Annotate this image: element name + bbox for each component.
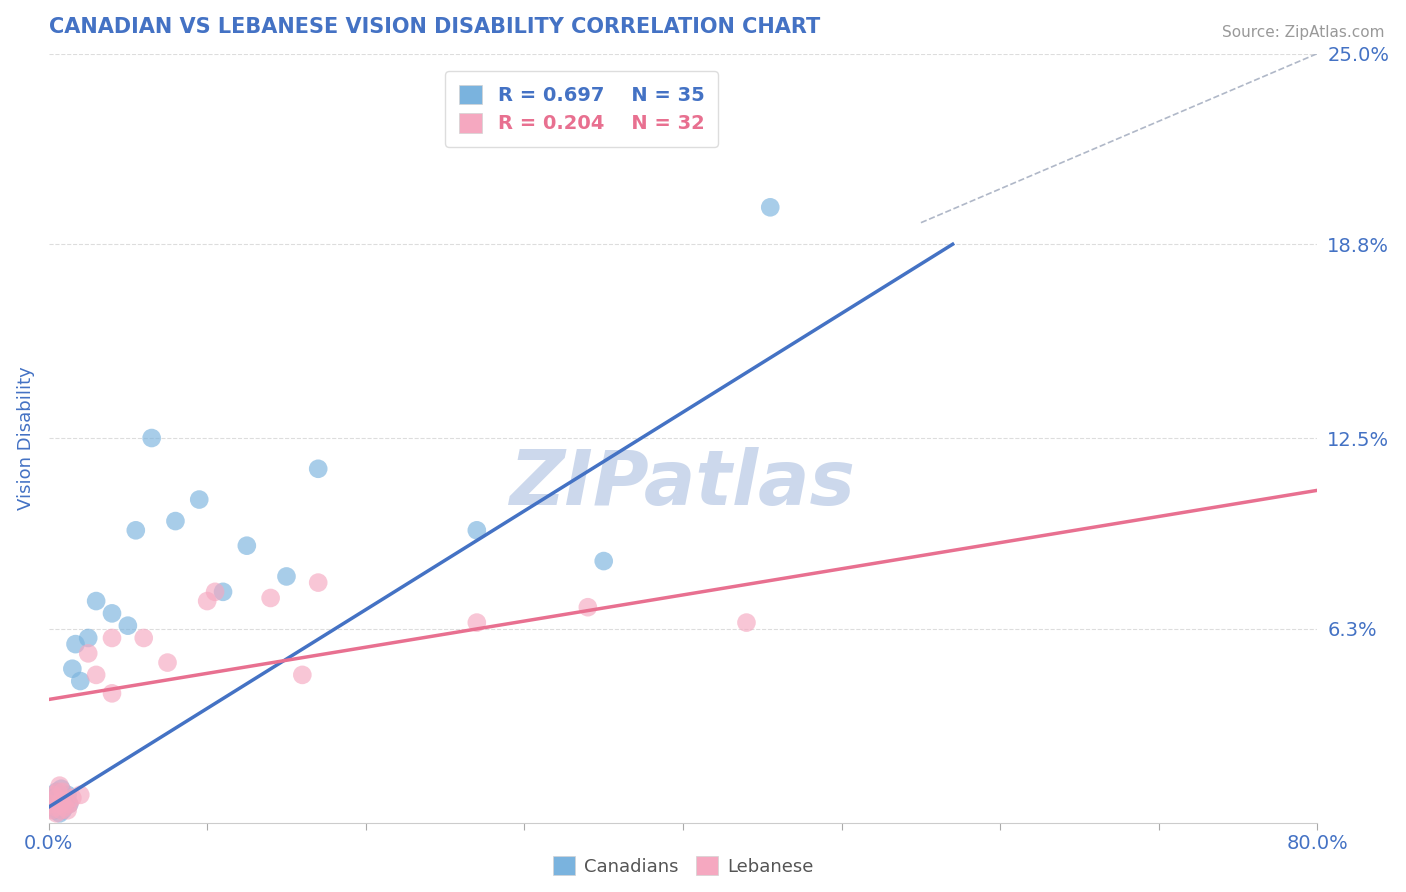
- Point: [58, 797, 80, 811]
- Point: [53, 791, 76, 805]
- Point: [84, 594, 107, 608]
- Point: [53, 800, 76, 814]
- Point: [141, 431, 163, 445]
- Point: [125, 524, 148, 538]
- Point: [465, 615, 488, 630]
- Text: ZIPatlas: ZIPatlas: [510, 447, 856, 521]
- Point: [46, 800, 69, 814]
- Point: [759, 200, 782, 214]
- Point: [69, 788, 91, 802]
- Point: [307, 575, 329, 590]
- Point: [56, 788, 79, 802]
- Point: [117, 618, 139, 632]
- Point: [291, 668, 314, 682]
- Point: [45, 797, 67, 811]
- Point: [101, 607, 124, 621]
- Point: [156, 656, 179, 670]
- Point: [101, 631, 124, 645]
- Point: [52, 785, 75, 799]
- Point: [55, 794, 77, 808]
- Point: [48, 806, 70, 821]
- Point: [56, 803, 79, 817]
- Point: [65, 637, 87, 651]
- Text: CANADIAN VS LEBANESE VISION DISABILITY CORRELATION CHART: CANADIAN VS LEBANESE VISION DISABILITY C…: [49, 17, 820, 37]
- Point: [42, 791, 65, 805]
- Point: [204, 584, 226, 599]
- Point: [51, 781, 73, 796]
- Point: [41, 800, 63, 814]
- Point: [48, 794, 70, 808]
- Point: [45, 785, 67, 799]
- Point: [42, 788, 65, 802]
- Point: [592, 554, 614, 568]
- Point: [735, 615, 758, 630]
- Point: [51, 794, 73, 808]
- Point: [165, 514, 187, 528]
- Point: [84, 668, 107, 682]
- Point: [307, 462, 329, 476]
- Point: [101, 686, 124, 700]
- Point: [465, 524, 488, 538]
- Point: [45, 791, 67, 805]
- Point: [41, 803, 63, 817]
- Point: [53, 800, 76, 814]
- Point: [58, 797, 80, 811]
- Point: [236, 539, 259, 553]
- Legend: Canadians, Lebanese: Canadians, Lebanese: [546, 849, 821, 883]
- Point: [69, 673, 91, 688]
- Point: [259, 591, 281, 605]
- Point: [60, 662, 83, 676]
- Point: [51, 797, 73, 811]
- Point: [77, 646, 100, 660]
- Point: [212, 584, 235, 599]
- Point: [39, 797, 62, 811]
- Point: [52, 803, 75, 817]
- Point: [576, 600, 599, 615]
- Point: [276, 569, 298, 583]
- Point: [44, 800, 66, 814]
- Point: [45, 806, 67, 821]
- Point: [48, 779, 70, 793]
- Point: [132, 631, 155, 645]
- Point: [44, 803, 66, 817]
- Point: [188, 492, 211, 507]
- Point: [51, 803, 73, 817]
- Point: [46, 785, 69, 799]
- Point: [46, 788, 69, 802]
- Y-axis label: Vision Disability: Vision Disability: [17, 366, 35, 510]
- Point: [60, 791, 83, 805]
- Point: [77, 631, 100, 645]
- Point: [48, 797, 70, 811]
- Text: Source: ZipAtlas.com: Source: ZipAtlas.com: [1222, 25, 1385, 40]
- Point: [195, 594, 218, 608]
- Point: [55, 794, 77, 808]
